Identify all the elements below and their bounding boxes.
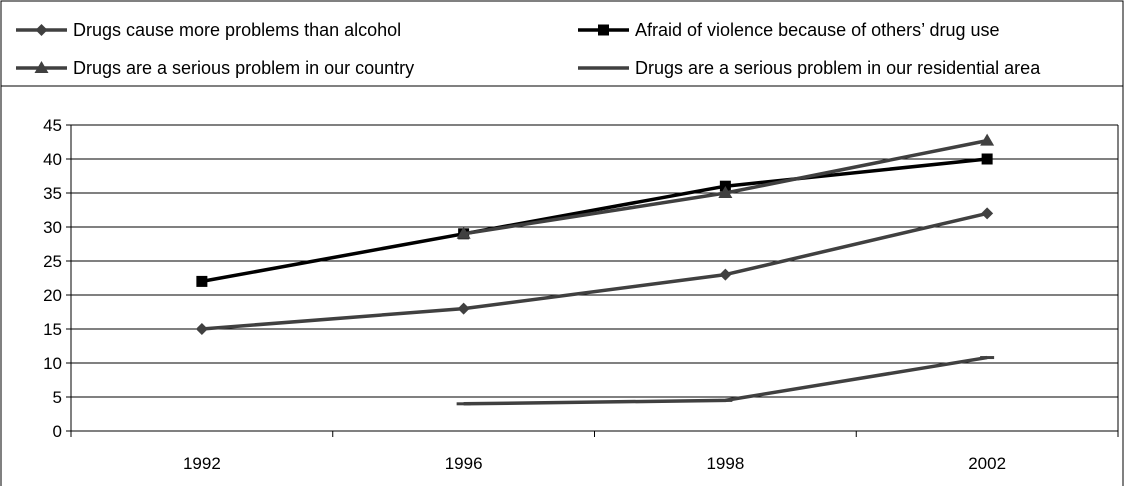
axes: 0 5 10 15 20 25 30 35 40 45 1992 1996 1998 2002 — [43, 116, 1119, 473]
legend-label-1: Drugs cause more problems than alcohol — [73, 20, 401, 40]
y-tick-label-0: 0 — [53, 422, 62, 441]
series-2 — [196, 153, 993, 287]
series-3-point-2002 — [980, 133, 995, 146]
legend: Drugs cause more problems than alcohol Af… — [16, 20, 1041, 78]
y-tick-label-35: 35 — [43, 184, 62, 203]
series-1-line — [201, 211, 988, 331]
x-tick-label-1996: 1996 — [445, 454, 483, 473]
series-3-point-1996 — [456, 226, 471, 239]
y-tick-label-40: 40 — [43, 150, 62, 169]
legend-item-4: Drugs are a serious problem in our resid… — [578, 58, 1041, 78]
series-group — [195, 133, 995, 406]
series-1-point-1998 — [719, 268, 732, 281]
legend-box — [0, 0, 1124, 87]
series-3-point-1998 — [718, 186, 733, 198]
series-1 — [195, 207, 994, 335]
legend-label-3: Drugs are a serious problem in our count… — [73, 58, 414, 78]
x-tick-label-1998: 1998 — [706, 454, 744, 473]
y-tick-label-20: 20 — [43, 286, 62, 305]
legend-item-3: Drugs are a serious problem in our count… — [16, 58, 414, 78]
series-2-line — [201, 157, 988, 284]
y-tick-label-5: 5 — [53, 388, 62, 407]
series-1-point-2002 — [981, 207, 994, 220]
legend-item-2: Afraid of violence because of others’ dr… — [578, 20, 1000, 40]
legend-label-2: Afraid of violence because of others’ dr… — [635, 20, 1000, 40]
series-1-point-1992 — [195, 323, 208, 335]
legend-label-4: Drugs are a serious problem in our resid… — [635, 58, 1041, 78]
legend-swatch-marker-3 — [34, 61, 49, 73]
y-tick-label-45: 45 — [43, 116, 62, 135]
series-2-point-1992 — [196, 275, 208, 287]
x-tick-label-1992: 1992 — [183, 454, 221, 473]
y-tick-label-25: 25 — [43, 252, 62, 271]
series-2-point-2002 — [981, 153, 993, 165]
series-3 — [456, 133, 995, 239]
y-tick-label-10: 10 — [43, 354, 62, 373]
legend-swatch-marker-2 — [598, 24, 609, 36]
legend-item-1: Drugs cause more problems than alcohol — [16, 20, 401, 40]
y-tick-label-15: 15 — [43, 320, 62, 339]
x-tick-label-2002: 2002 — [968, 454, 1006, 473]
legend-swatch-marker-1 — [35, 24, 48, 36]
y-tick-label-30: 30 — [43, 218, 62, 237]
series-1-point-1996 — [457, 302, 470, 315]
series-4 — [456, 355, 995, 406]
